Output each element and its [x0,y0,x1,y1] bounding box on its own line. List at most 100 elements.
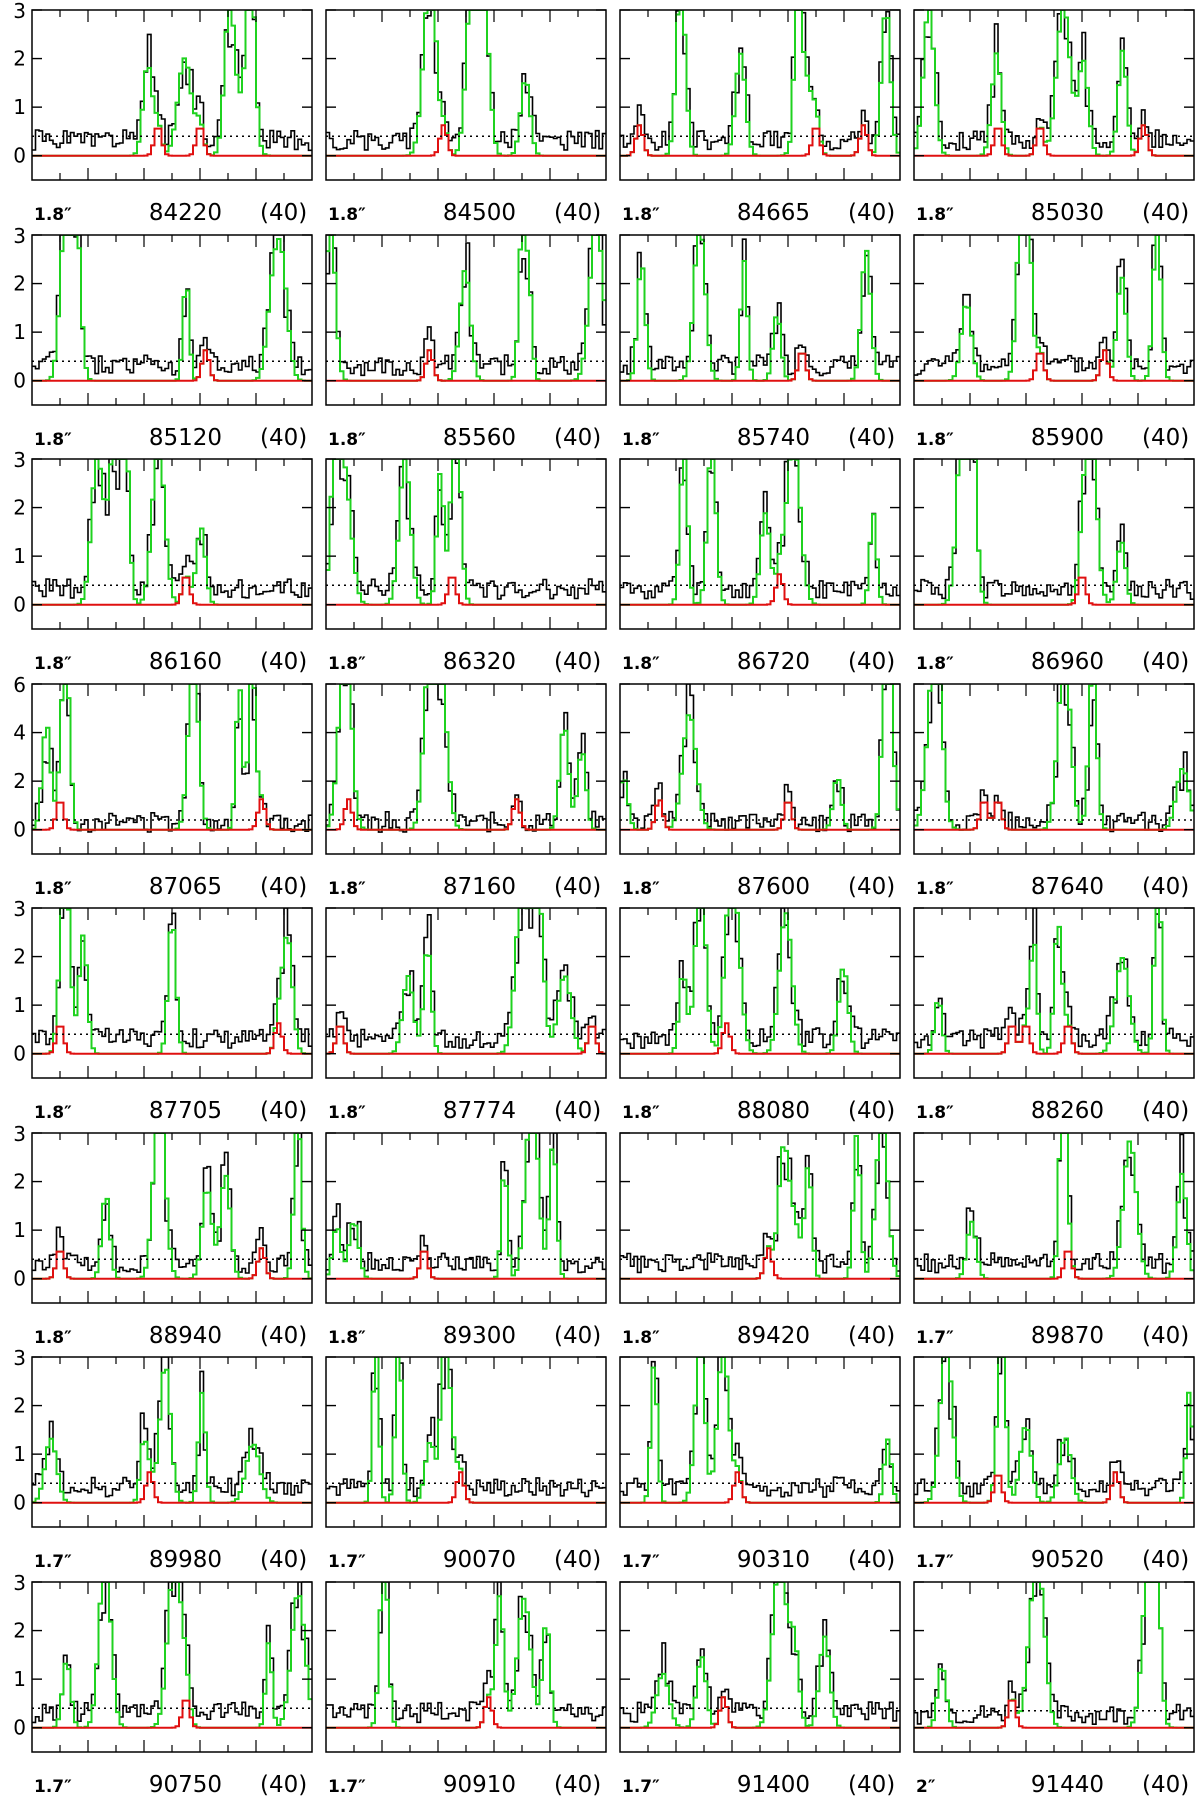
frequency-label: 91440 [1031,1772,1104,1798]
spectrum-panel-89420: 1.8″ 89420 (40) [619,1132,901,1349]
y-tick-label: 3 [13,0,26,23]
beam-size-label: 1.7″ [622,1552,660,1572]
model-species-spectrum [32,1247,312,1280]
spectrum-panel-85120: 0 1 2 3 1.8″ 85120 (40) [13,224,313,451]
frequency-label: 88940 [149,1323,222,1349]
frequency-label: 90750 [149,1772,222,1798]
channel-count-label: (40) [848,1098,895,1124]
channel-count-label: (40) [1142,425,1189,451]
model-species-spectrum [326,124,606,157]
model-species-spectrum [620,124,900,157]
channel-count-label: (40) [1142,1323,1189,1349]
model-total-spectrum [32,459,312,606]
model-species-spectrum [32,1699,312,1729]
y-tick-label: 1 [13,1218,26,1242]
frequency-label: 87640 [1031,874,1104,900]
spectrum-panel-85900: 1.8″ 85900 (40) [913,234,1195,451]
y-tick-label: 6 [13,673,26,697]
model-species-spectrum [620,1696,900,1729]
channel-count-label: (40) [848,1772,895,1798]
model-species-spectrum [326,1471,606,1504]
beam-size-label: 1.8″ [328,654,366,674]
y-tick-label: 1 [13,95,26,119]
channel-count-label: (40) [554,649,601,675]
observed-spectrum [620,235,900,377]
y-tick-label: 0 [13,818,26,842]
beam-size-label: 1.8″ [622,430,660,450]
frequency-label: 85740 [737,425,810,451]
model-total-spectrum [620,1133,900,1280]
spectrum-panel-91440: 2″ 91440 (40) [913,1581,1195,1798]
spectrum-panel-86960: 1.8″ 86960 (40) [913,458,1195,675]
model-total-spectrum [914,684,1194,831]
frequency-label: 90070 [443,1547,516,1573]
beam-size-label: 1.8″ [34,430,72,450]
frequency-label: 87705 [149,1098,222,1124]
channel-count-label: (40) [848,649,895,675]
observed-spectrum [914,459,1194,600]
channel-count-label: (40) [260,1772,307,1798]
model-total-spectrum [326,908,606,1055]
spectrum-panel-87600: 1.8″ 87600 (40) [619,683,901,900]
channel-count-label: (40) [848,1547,895,1573]
beam-size-label: 1.7″ [34,1777,72,1797]
channel-count-label: (40) [554,1098,601,1124]
model-species-spectrum [326,1250,606,1280]
observed-spectrum [620,1582,900,1723]
model-species-spectrum [914,1699,1194,1729]
model-species-spectrum [620,352,900,382]
observed-spectrum [620,459,900,600]
channel-count-label: (40) [1142,649,1189,675]
observed-spectrum [32,10,312,152]
beam-size-label: 1.8″ [328,430,366,450]
model-total-spectrum [914,1582,1194,1729]
observed-spectrum [326,235,606,377]
frequency-label: 88080 [737,1098,810,1124]
spectrum-panel-84220: 0 1 2 3 1.8″ 84220 (40) [13,0,313,226]
spectrum-panel-88080: 1.8″ 88080 (40) [619,907,901,1124]
spectrum-panel-89980: 0 1 2 3 1.7″ 89980 (40) [13,1346,313,1573]
frequency-label: 90310 [737,1547,810,1573]
y-tick-label: 2 [13,496,26,520]
spectrum-panel-86720: 1.8″ 86720 (40) [619,458,901,675]
frequency-label: 91400 [737,1772,810,1798]
beam-size-label: 1.8″ [916,205,954,225]
model-species-spectrum [914,1025,1194,1055]
frequency-label: 84220 [149,200,222,226]
observed-spectrum [326,1133,606,1274]
frequency-label: 85120 [149,425,222,451]
frequency-label: 85900 [1031,425,1104,451]
spectrum-panel-84500: 1.8″ 84500 (40) [325,9,607,226]
y-tick-label: 2 [13,1170,26,1194]
spectrum-panel-88260: 1.8″ 88260 (40) [913,907,1195,1124]
model-species-spectrum [326,1025,606,1055]
channel-count-label: (40) [848,425,895,451]
channel-count-label: (40) [554,1547,601,1573]
beam-size-label: 1.8″ [622,1103,660,1123]
model-species-spectrum [914,124,1194,157]
y-tick-label: 2 [13,1394,26,1418]
beam-size-label: 1.8″ [622,1328,660,1348]
model-species-spectrum [326,1696,606,1729]
beam-size-label: 1.8″ [916,654,954,674]
model-species-spectrum [914,1471,1194,1504]
observed-spectrum [914,684,1194,833]
frequency-label: 86320 [443,649,516,675]
channel-count-label: (40) [554,1323,601,1349]
model-species-spectrum [620,1247,900,1280]
observed-spectrum [620,684,900,833]
channel-count-label: (40) [260,649,307,675]
y-tick-label: 1 [13,993,26,1017]
y-tick-label: 2 [13,945,26,969]
channel-count-label: (40) [848,1323,895,1349]
model-species-spectrum [914,576,1194,606]
beam-size-label: 1.8″ [622,205,660,225]
model-species-spectrum [32,1471,312,1504]
frequency-label: 89870 [1031,1323,1104,1349]
channel-count-label: (40) [554,200,601,226]
y-tick-label: 3 [13,448,26,472]
beam-size-label: 1.7″ [916,1328,954,1348]
spectrum-panel-86320: 1.8″ 86320 (40) [325,458,607,675]
observed-spectrum [32,1133,312,1274]
